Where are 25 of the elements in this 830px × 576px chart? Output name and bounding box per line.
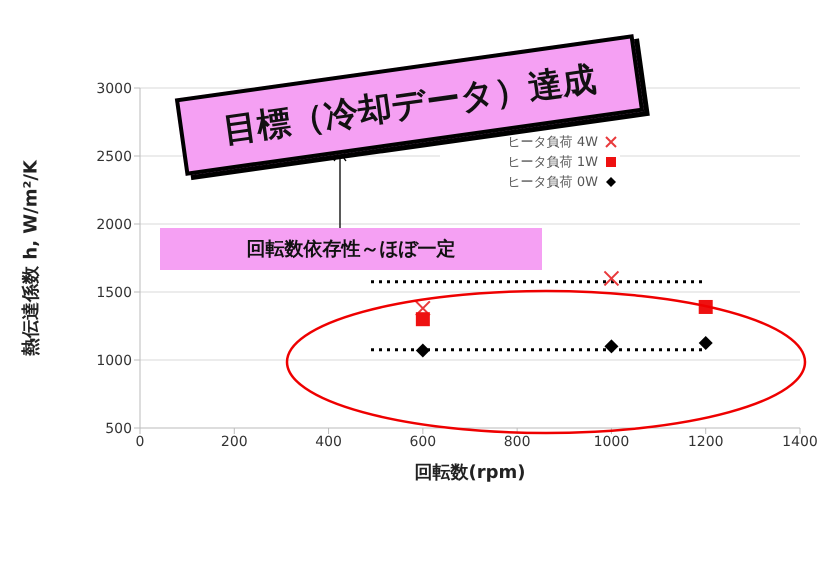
legend-label: ヒータ負荷 1W [508,154,598,171]
legend-label: ヒータ負荷 0W [508,174,598,191]
point [414,300,431,316]
x-axis-title: 回転数(rpm) [414,462,526,483]
x-tick-label: 800 [504,434,531,450]
point [416,312,430,326]
y-tick-label: 2500 [96,148,132,165]
y-tick-label: 1000 [96,352,132,369]
y-tick-label: 2000 [96,216,132,233]
x-tick-label: 400 [315,434,342,450]
y-axis-title: 熱伝達係数 h, W/m²/K [20,159,42,357]
y-tick-label: 500 [105,420,132,437]
x-tick-label: 1400 [782,434,818,450]
point [698,336,713,350]
point [416,343,430,358]
x-tick-label: 1200 [688,434,724,450]
x-tick-label: 200 [220,434,248,450]
x-tick-label: 0 [136,434,144,450]
point [603,270,620,286]
y-tick-label: 1500 [96,284,132,301]
x-tick-label: 1000 [594,434,630,450]
y-tick-label: 3000 [96,80,132,97]
point [604,339,618,354]
x-tick-label: 600 [409,434,436,450]
legend-label: ヒータ負荷 4W [508,134,598,151]
